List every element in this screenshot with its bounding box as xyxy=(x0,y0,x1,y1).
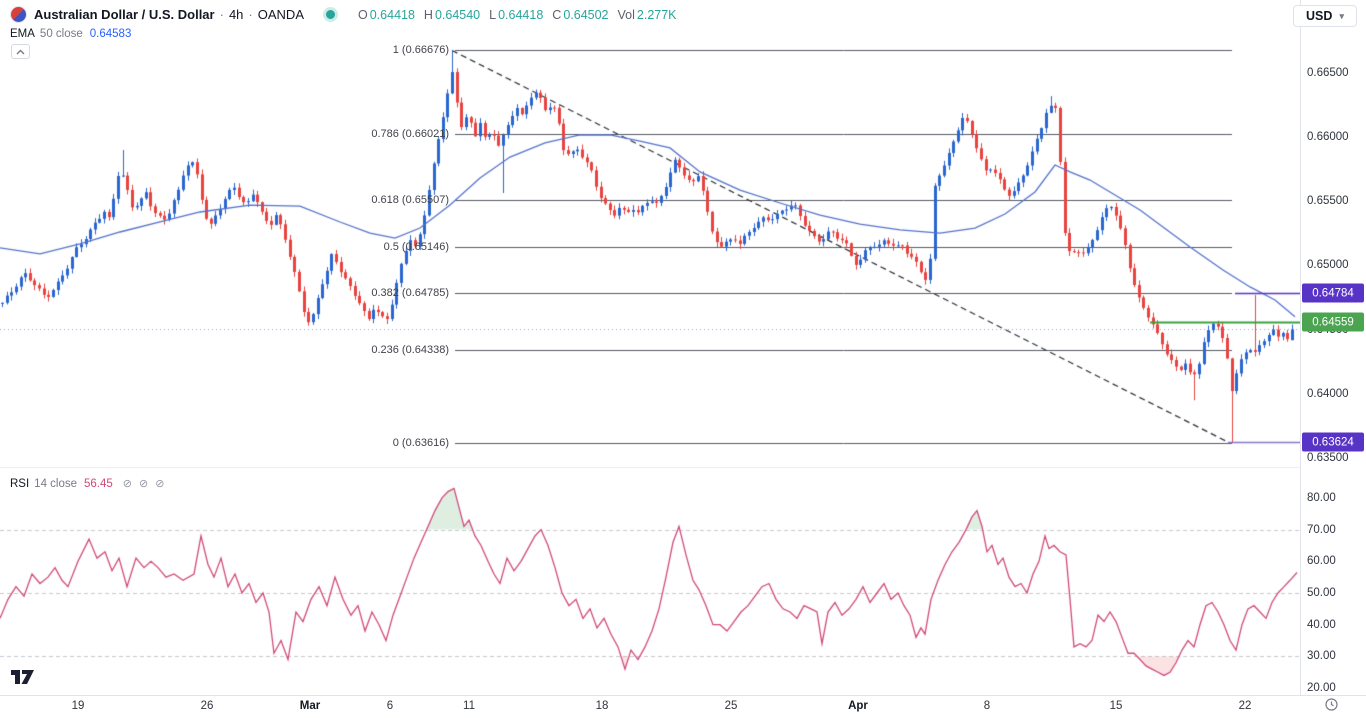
price-tick: 0.63500 xyxy=(1307,451,1349,464)
ema-value: 0.64583 xyxy=(89,28,132,40)
price-tick: 0.66000 xyxy=(1307,131,1349,144)
fib-level-label[interactable]: 0.236 (0.64338) xyxy=(371,344,449,357)
instrument-logo-icon xyxy=(10,6,27,23)
fib-level-label[interactable]: 0.618 (0.65507) xyxy=(371,194,449,207)
ohlc-letter: C xyxy=(552,7,562,22)
ohlc-value: 0.64418 xyxy=(498,7,544,22)
time-tick: 8 xyxy=(983,700,991,712)
time-tick: 11 xyxy=(463,700,475,712)
ohlc-letter: L xyxy=(489,7,497,22)
ohlc-value: 0.64418 xyxy=(369,7,415,22)
rsi-tick: 70.00 xyxy=(1307,523,1336,536)
fib-level-label[interactable]: 0.786 (0.66021) xyxy=(371,128,449,141)
price-label-badge: 0.64559 xyxy=(1302,312,1364,332)
exchange-label[interactable]: OANDA xyxy=(257,7,304,22)
price-tick: 0.65500 xyxy=(1307,195,1349,208)
time-tick: 26 xyxy=(200,700,214,712)
ohlc-value: 0.64502 xyxy=(563,7,609,22)
rsi-value: 56.45 xyxy=(84,477,113,490)
separator: · xyxy=(248,7,253,22)
fib-level-label[interactable]: 0.5 (0.65146) xyxy=(383,240,449,253)
rsi-tick: 40.00 xyxy=(1307,618,1336,631)
ema-indicator-legend[interactable]: EMA 50 close 0.64583 xyxy=(10,28,131,40)
rsi-name: RSI xyxy=(10,477,30,490)
time-tick: 19 xyxy=(71,700,85,712)
volume-value: 2.277K xyxy=(636,7,677,22)
rsi-hidden-series-icons[interactable]: ⊘⊘⊘ xyxy=(122,478,172,490)
rsi-indicator-legend[interactable]: RSI 14 close 56.45 ⊘⊘⊘ xyxy=(10,477,172,491)
symbol-title[interactable]: Australian Dollar / U.S. Dollar xyxy=(34,7,215,22)
tradingview-logo-icon[interactable] xyxy=(10,665,38,694)
fib-level-label[interactable]: 0.382 (0.64785) xyxy=(371,287,449,300)
fib-level-label[interactable]: 1 (0.66676) xyxy=(392,44,449,57)
currency-dropdown[interactable]: USD ▾ xyxy=(1293,5,1357,27)
time-tick: 18 xyxy=(595,700,609,712)
clock-icon[interactable] xyxy=(1325,698,1338,716)
rsi-tick: 20.00 xyxy=(1307,682,1336,695)
timeframe-label[interactable]: 4h xyxy=(228,7,244,22)
chevron-down-icon: ▾ xyxy=(1339,10,1344,21)
separator: · xyxy=(219,7,224,22)
time-tick: 15 xyxy=(1109,700,1123,712)
price-label-badge: 0.63624 xyxy=(1302,432,1364,452)
chevron-up-icon xyxy=(16,49,25,54)
ohlc-values: O 0.64418 H 0.64540 L 0.64418 C 0.64502 Vol 2.277… xyxy=(349,8,677,22)
fib-level-label[interactable]: 0 (0.63616) xyxy=(392,437,449,450)
time-tick: 22 xyxy=(1238,700,1252,712)
currency-dropdown-label: USD xyxy=(1306,9,1333,23)
price-tick: 0.66500 xyxy=(1307,67,1349,79)
price-tick: 0.65000 xyxy=(1307,259,1349,272)
symbol-header: Australian Dollar / U.S. Dollar · 4h · O… xyxy=(10,6,677,23)
market-status-icon xyxy=(326,10,335,19)
price-scale-border xyxy=(1300,0,1301,695)
price-chart-canvas[interactable] xyxy=(0,0,1300,718)
time-tick: 6 xyxy=(386,700,394,712)
time-tick: Apr xyxy=(848,700,868,712)
time-tick: Mar xyxy=(299,700,321,712)
rsi-params: 14 close xyxy=(34,477,78,490)
ohlc-value: 0.64540 xyxy=(434,7,481,22)
rsi-tick: 80.00 xyxy=(1307,491,1336,504)
collapse-legend-button[interactable] xyxy=(11,44,30,59)
volume-label: Vol xyxy=(617,7,635,22)
ohlc-letter: O xyxy=(358,7,368,22)
ema-params: 50 close xyxy=(39,28,83,40)
rsi-tick: 30.00 xyxy=(1307,650,1336,663)
rsi-tick: 50.00 xyxy=(1307,587,1336,599)
rsi-tick: 60.00 xyxy=(1307,555,1336,568)
price-tick: 0.64000 xyxy=(1307,387,1349,400)
price-label-badge: 0.64784 xyxy=(1302,283,1364,303)
ohlc-letter: H xyxy=(423,7,433,22)
time-scale-border xyxy=(0,695,1366,696)
time-tick: 25 xyxy=(724,700,738,712)
pane-separator[interactable] xyxy=(0,467,1300,468)
ema-name: EMA xyxy=(10,28,35,40)
